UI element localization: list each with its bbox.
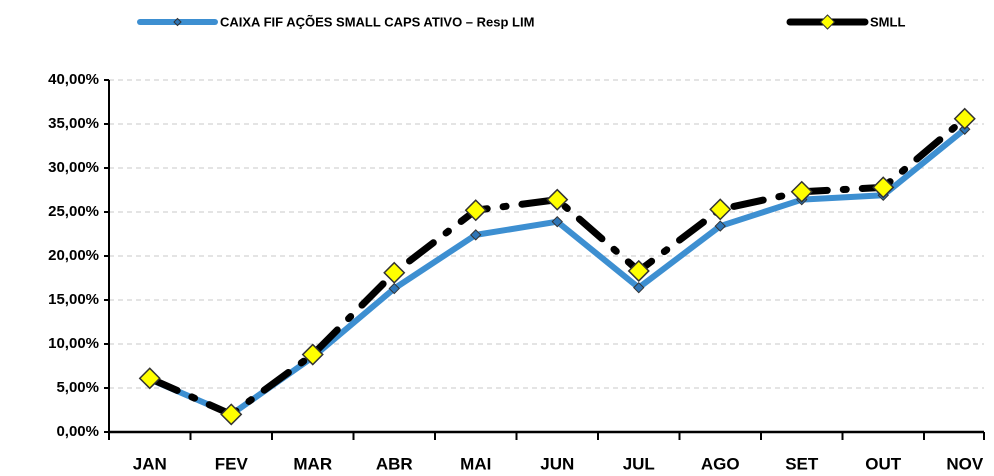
legend-label: CAIXA FIF AÇÕES SMALL CAPS ATIVO – Resp …	[220, 14, 534, 29]
x-tick-label: MAR	[293, 454, 332, 473]
y-tick-label: 10,00%	[48, 335, 99, 352]
marker	[546, 188, 569, 211]
marker	[301, 343, 324, 366]
marker	[627, 259, 650, 283]
x-tick-label: JUN	[540, 454, 574, 473]
series-line	[146, 115, 969, 418]
y-tick-label: 25,00%	[48, 203, 99, 220]
x-tick-label: OUT	[865, 454, 902, 473]
marker	[464, 199, 487, 222]
legend-marker	[819, 14, 836, 30]
x-tick-label: MAI	[460, 454, 491, 473]
y-tick-label: 15,00%	[48, 291, 99, 308]
marker	[383, 261, 406, 284]
legend-label: SMLL	[870, 14, 905, 29]
x-tick-label: ABR	[376, 454, 413, 473]
y-tick-label: 20,00%	[48, 247, 99, 264]
x-tick-label: NOV	[946, 454, 984, 473]
y-tick-label: 0,00%	[56, 423, 99, 440]
marker	[551, 215, 563, 228]
x-tick-label: FEV	[215, 454, 249, 473]
marker	[633, 281, 645, 294]
marker	[953, 107, 976, 130]
marker	[709, 198, 732, 221]
y-tick-label: 30,00%	[48, 159, 99, 176]
marker	[714, 220, 726, 232]
marker	[220, 403, 243, 426]
marker	[388, 282, 400, 295]
series-line	[146, 126, 968, 418]
y-tick-label: 35,00%	[48, 115, 99, 132]
legend-marker	[173, 17, 182, 27]
marker	[872, 176, 895, 199]
marker	[790, 180, 813, 203]
y-tick-label: 5,00%	[56, 379, 99, 396]
x-tick-label: AGO	[701, 454, 740, 473]
x-tick-label: SET	[785, 454, 819, 473]
marker	[470, 229, 482, 241]
marker	[138, 367, 161, 390]
y-tick-label: 40,00%	[48, 71, 99, 88]
x-tick-label: JUL	[623, 454, 655, 473]
x-tick-label: JAN	[133, 454, 167, 473]
